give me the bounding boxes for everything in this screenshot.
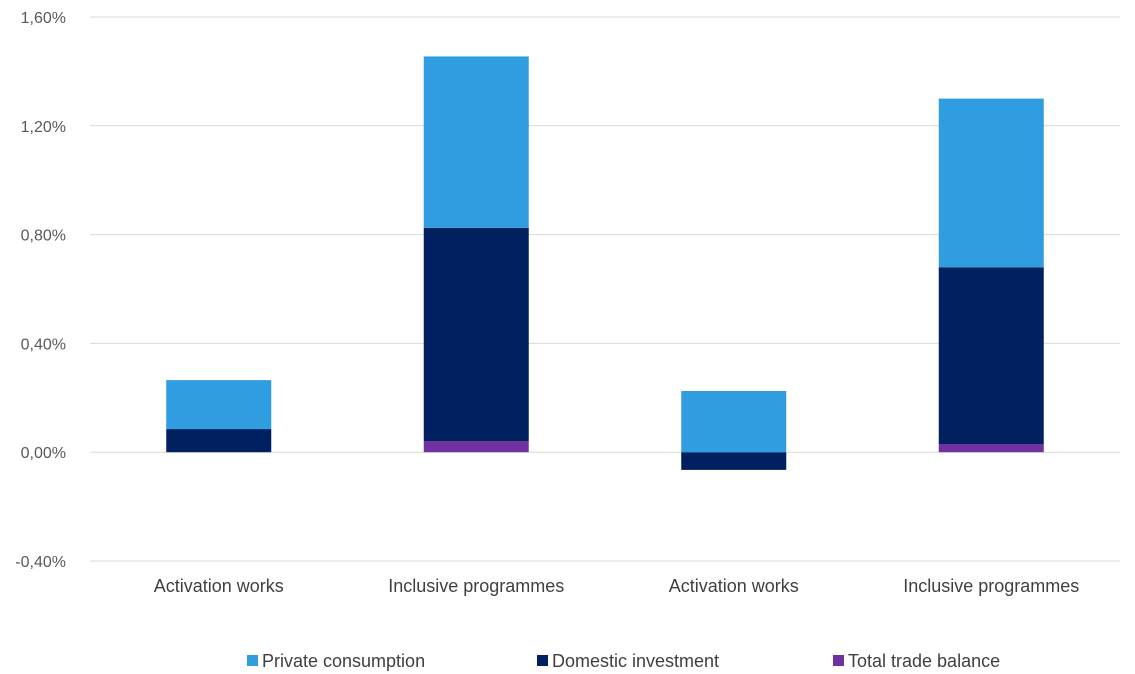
x-category-label: Activation works xyxy=(154,576,284,596)
bar-private-consumption xyxy=(681,391,787,453)
legend-swatch xyxy=(537,655,548,666)
bar-domestic-investment xyxy=(166,429,272,453)
x-axis-category-labels: Activation works Inclusive programmes Acti… xyxy=(154,576,1080,596)
y-tick-label: 1,60% xyxy=(21,10,66,27)
legend-item-private-consumption: Private consumption xyxy=(247,651,425,671)
legend-label: Private consumption xyxy=(262,651,425,671)
y-tick-label: 0,40% xyxy=(21,336,66,353)
bar-domestic-investment xyxy=(938,267,1044,445)
legend-label: Domestic investment xyxy=(552,651,719,671)
gridlines xyxy=(90,16,1120,562)
bar-private-consumption xyxy=(166,380,272,430)
bar-total-trade-balance xyxy=(423,441,529,453)
x-category-label: Inclusive programmes xyxy=(903,576,1079,596)
legend: Private consumption Domestic investment To… xyxy=(247,651,1000,671)
x-category-label: Activation works xyxy=(669,576,799,596)
legend-swatch xyxy=(247,655,258,666)
y-tick-label: -0,40% xyxy=(15,554,66,571)
x-category-label: Inclusive programmes xyxy=(388,576,564,596)
bar-total-trade-balance xyxy=(938,444,1044,453)
bars xyxy=(166,56,1044,470)
bar-private-consumption xyxy=(938,98,1044,268)
y-tick-label: 0,80% xyxy=(21,228,66,245)
y-tick-label: 1,20% xyxy=(21,119,66,136)
y-tick-label: 0,00% xyxy=(21,445,66,462)
y-axis-tick-labels: 1,60% 1,20% 0,80% 0,40% 0,00% -0,40% xyxy=(15,10,66,571)
legend-item-total-trade-balance: Total trade balance xyxy=(833,651,1000,671)
legend-swatch xyxy=(833,655,844,666)
bar-domestic-investment xyxy=(423,227,529,442)
legend-item-domestic-investment: Domestic investment xyxy=(537,651,719,671)
bar-domestic-investment xyxy=(681,452,787,470)
bar-private-consumption xyxy=(423,56,529,228)
legend-label: Total trade balance xyxy=(848,651,1000,671)
